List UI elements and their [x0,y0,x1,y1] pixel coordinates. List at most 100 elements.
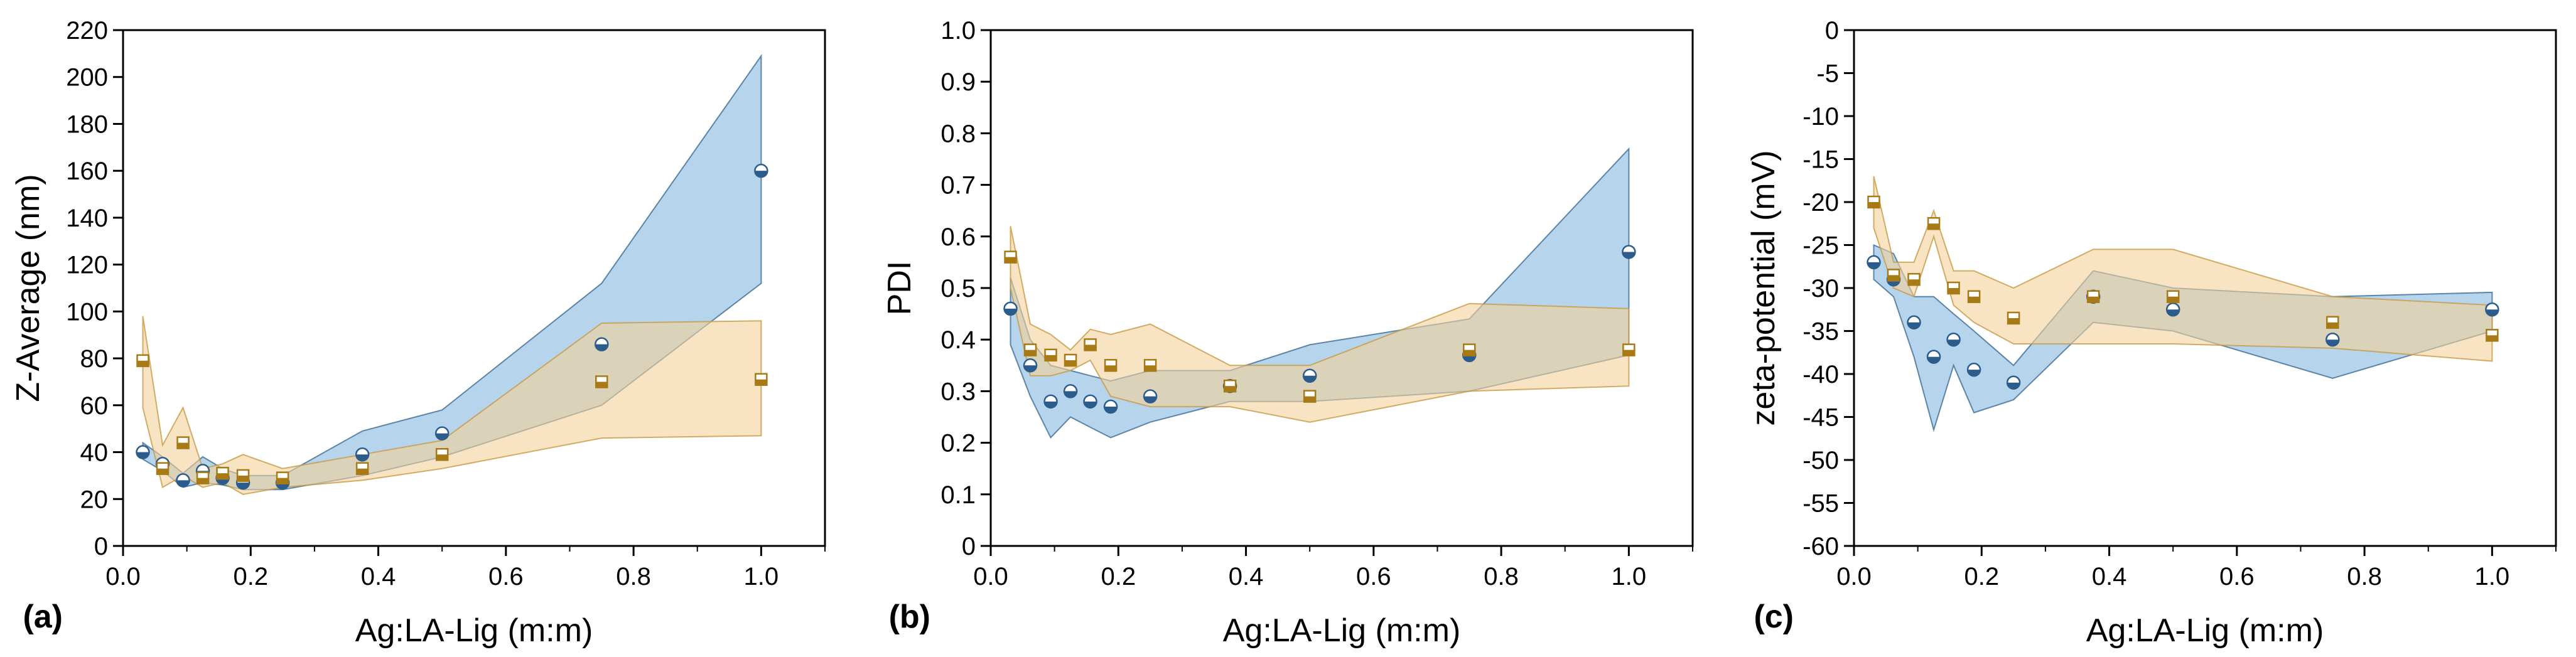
panel-b-x-tick-label: 0.0 [973,563,1008,590]
panel-c-y-tick-label: -5 [1816,60,1839,88]
panel-a-y-tick-label: 0 [94,533,108,560]
panel-a-label: (a) [23,599,63,635]
panel-c-orange-point [2007,311,2020,325]
panel-c-orange-point [2486,329,2499,342]
panel-b-orange-point [1143,359,1157,372]
panel-a-orange-point [755,373,768,386]
panel-a-x-axis-title: Ag:LA-Lig (m:m) [355,612,593,649]
panel-c-blue-point [1946,332,1961,347]
panel-c-orange-point [1887,269,1900,282]
panel-c-orange-point [1967,290,1981,303]
panel-b-label: (b) [889,599,930,635]
panel-b-y-tick-label: 0.2 [940,430,976,457]
panel-c-blue-point [2006,375,2021,390]
panel-a-x-tick-label: 0.2 [233,563,268,590]
panel-c-x-tick-label: 0.6 [2219,563,2255,590]
panel-c-y-tick-label: -50 [1803,447,1839,474]
panel-c-y-tick-label: -25 [1803,232,1839,260]
panel-b-blue-point [1103,399,1118,414]
panel-c-y-tick-label: -40 [1803,361,1839,388]
panel-b-blue-point [1023,358,1038,373]
panel-c-orange-band [1873,176,2493,362]
panel-c-blue-point [1867,255,1881,270]
panel-b-orange-point [1084,338,1097,351]
panel-b-orange-point [1044,348,1057,362]
panel-c-blue-point [1966,362,1981,377]
panel-c-blue-point [2325,332,2340,347]
panel-c-label: (c) [1754,599,1794,635]
panel-c-y-tick-label: -20 [1803,189,1839,216]
panel-a-orange-point [435,448,449,461]
panel-c-blue-point [2165,302,2180,317]
panel-b-blue-point [1622,245,1636,259]
panel-a-x-tick-label: 1.0 [744,563,779,590]
panel-b-blue-point [1063,384,1078,398]
panel-c-x-tick-label: 0.8 [2347,563,2382,590]
panel-a-blue-point [136,445,150,459]
panel-a-y-tick-label: 220 [66,17,108,45]
panel-b-blue-point [1043,394,1058,409]
panel-a-orange-point [176,436,190,449]
panel-a-blue-point [176,473,190,488]
panel-b-x-tick-label: 0.2 [1101,563,1136,590]
panel-c-y-tick-label: -60 [1803,533,1839,560]
panel-c-x-tick-label: 0.0 [1836,563,1872,590]
panel-c-blue-point [1907,315,1921,330]
panel-a-y-axis-title: Z-Average (nm) [10,174,46,402]
panel-a-y-tick-label: 120 [66,252,108,279]
panel-b: 0.0 0.2 0.4 0.6 0.8 1.0 0 0.1 0.2 0.3 0.4 0.5 0.6 0.7… [881,17,1694,649]
panel-a-axes-frame [122,29,826,547]
panel-c-orange-point [1947,281,1960,295]
panel-b-orange-point [1622,343,1636,356]
panel-a: 0.0 0.2 0.4 0.6 0.8 1.0 0 20 40 60 80 100 120 140 160 1… [10,17,826,649]
panel-a-orange-point [355,462,369,475]
panel-b-orange-point [1023,343,1037,356]
panel-a-y-tick-label: 20 [80,486,109,513]
panel-b-x-tick-label: 1.0 [1612,563,1647,590]
panel-b-blue-point [1083,394,1097,409]
panel-a-y-tick-label: 140 [66,205,108,232]
panel-b-orange-point [1303,390,1317,403]
panel-b-y-tick-label: 1.0 [940,17,976,45]
panel-b-y-tick-label: 0.4 [940,326,976,354]
panel-b-orange-point [1004,250,1017,264]
panel-a-orange-band [142,316,762,495]
panel-a-y-tick-label: 100 [66,298,108,326]
panel-c-x-tick-label: 1.0 [2475,563,2510,590]
panel-a-x-tick-label: 0.6 [488,563,524,590]
panel-a-blue-point [595,337,609,351]
panel-c-orange-point [2326,316,2339,329]
panel-a-x-tick-label: 0.8 [616,563,651,590]
panel-b-orange-point [1104,359,1118,372]
panel-c-y-tick-label: -10 [1803,103,1839,131]
panel-c-x-tick-label: 0.4 [2092,563,2127,590]
panel-c-blue-point [2485,302,2499,317]
panel-c-y-tick-label: -55 [1803,490,1839,518]
panel-b-y-tick-label: 0.5 [940,275,976,302]
panel-a-x-tick-label: 0.4 [361,563,396,590]
panel-c-y-tick-label: -35 [1803,318,1839,346]
panel-c-x-tick-label: 0.2 [1964,563,1999,590]
panel-c-y-tick-label: -45 [1803,404,1839,432]
panel-a-y-tick-label: 160 [66,158,108,185]
panel-c-orange-point [1927,217,1941,230]
panel-a-y-tick-label: 200 [66,64,108,92]
panel-a-x-tick-label: 0.0 [105,563,141,590]
panel-b-orange-point [1064,353,1077,367]
panel-a-y-tick-label: 80 [80,345,109,373]
panel-b-y-tick-label: 0.8 [940,120,976,147]
panel-b-y-tick-label: 0 [962,533,976,560]
panel-b-x-axis-title: Ag:LA-Lig (m:m) [1223,612,1461,649]
panel-c-orange-point [2166,290,2180,303]
panel-c-orange-point [1907,273,1921,286]
panel-a-y-tick-label: 40 [80,439,109,467]
panel-b-y-tick-label: 0.3 [940,378,976,405]
panel-c-orange-point [1867,195,1880,209]
panel-a-orange-point [196,471,210,484]
panel-a-orange-point [236,469,250,483]
panel-c-y-axis-title: zeta-potential (mV) [1745,150,1782,425]
panel-b-y-tick-label: 0.6 [940,223,976,251]
panel-c: 0.0 0.2 0.4 0.6 0.8 1.0 0 -5 -10 -15 -20 -25 -30 -35 -… [1745,17,2557,649]
panel-b-orange-point [1463,343,1476,356]
panel-b-blue-point [1143,389,1158,403]
